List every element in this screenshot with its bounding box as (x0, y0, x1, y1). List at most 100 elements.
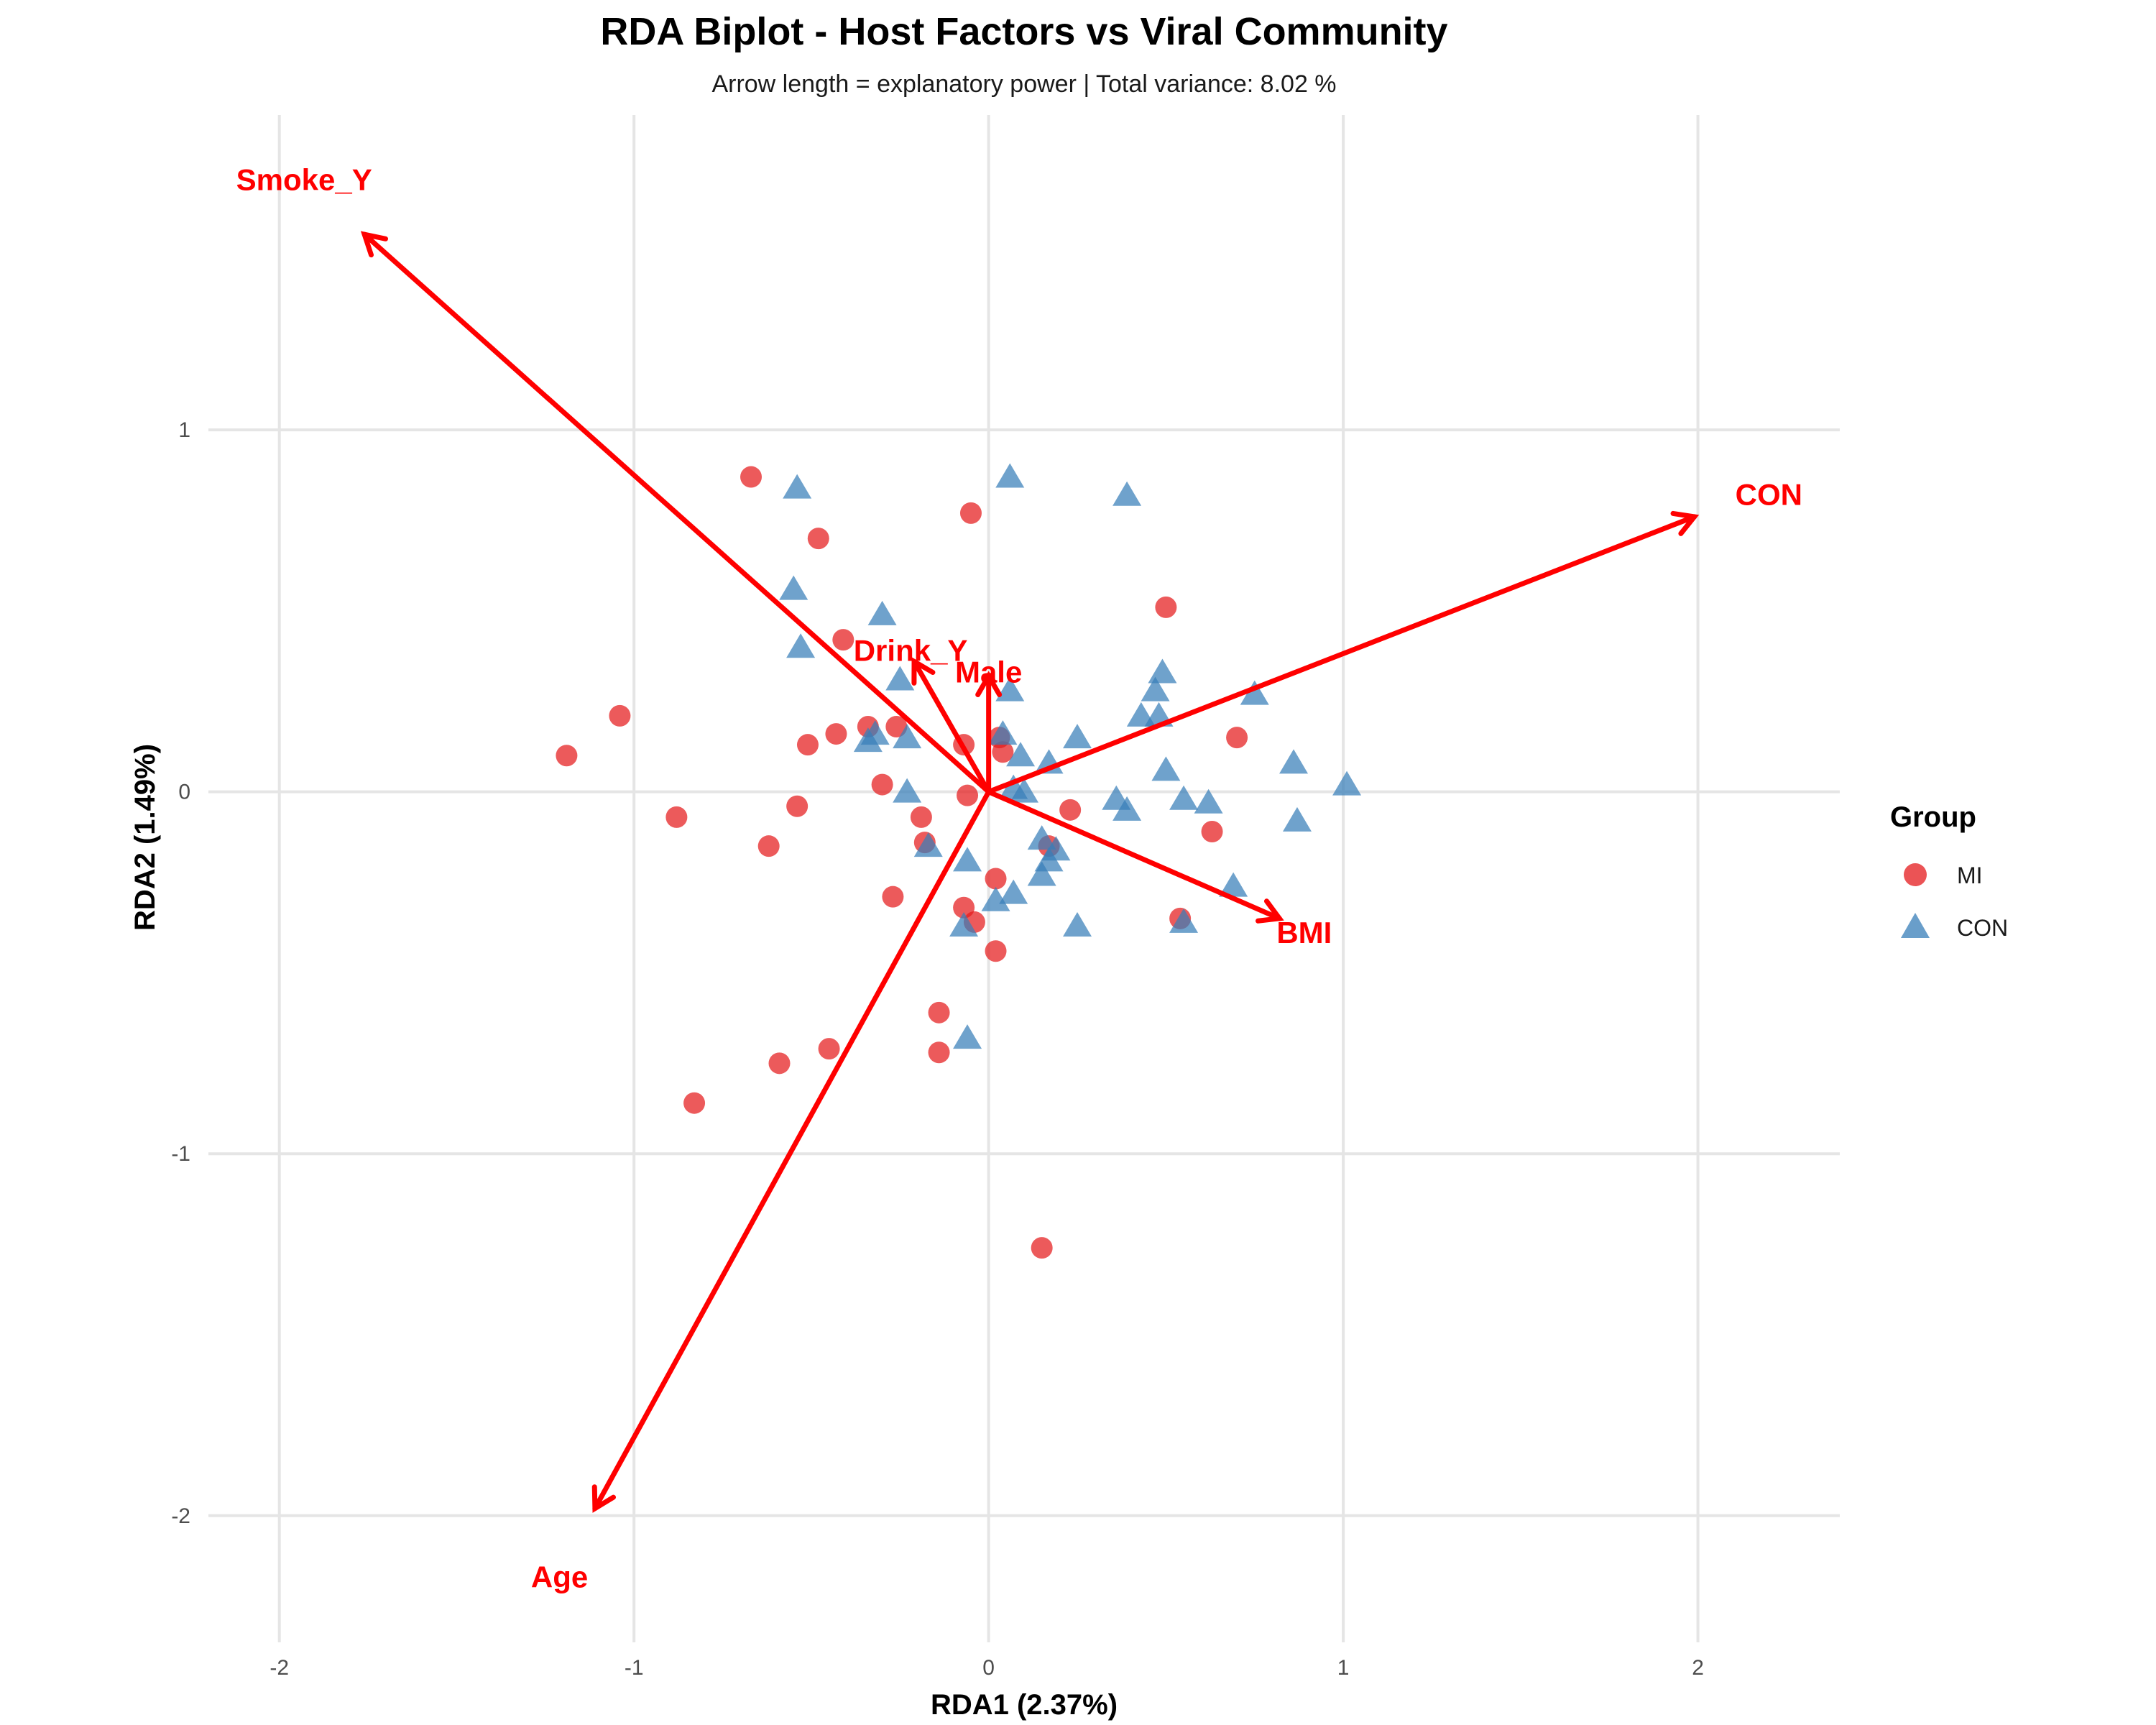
point-mi (825, 723, 847, 745)
y-tick-label: -1 (171, 1142, 190, 1166)
arrowhead-male (975, 671, 1003, 697)
point-mi (796, 734, 819, 756)
point-con (988, 720, 1018, 745)
legend: Group MI CON (1890, 801, 2008, 941)
point-con (893, 724, 922, 749)
point-mi (609, 704, 631, 727)
point-con (786, 633, 816, 658)
point-mi (665, 806, 688, 828)
y-tick-label: 1 (178, 418, 190, 442)
point-con (779, 575, 808, 600)
point-con (1112, 481, 1142, 506)
point-mi (957, 784, 979, 806)
point-mi (1201, 821, 1223, 843)
legend-label-con: CON (1957, 915, 2008, 941)
y-axis-title: RDA2 (1.49%) (129, 744, 161, 931)
chart-title: RDA Biplot - Host Factors vs Viral Commu… (600, 10, 1447, 53)
point-con (949, 911, 979, 937)
point-con (783, 474, 812, 499)
point-con (1010, 778, 1038, 803)
point-mi (985, 940, 1007, 962)
point-con (867, 600, 897, 625)
arrow-bmi (986, 789, 1282, 921)
point-mi (985, 868, 1007, 890)
arrowhead-smoke-y (360, 231, 389, 258)
arrow-age (592, 789, 992, 1512)
point-con (1027, 825, 1056, 850)
point-mi (556, 745, 578, 767)
arrow-label-con: CON (1736, 478, 1802, 512)
tick-labels: -2 -1 0 1 2 -2 -1 0 1 (171, 418, 1704, 1680)
point-con (1112, 796, 1142, 821)
point-mi (959, 502, 982, 524)
arrow-label-smoke-y: Smoke_Y (236, 163, 372, 197)
point-mi (910, 806, 932, 828)
arrowhead-age (591, 1484, 617, 1513)
point-con (1141, 676, 1170, 702)
point-mi (871, 773, 893, 796)
point-mi (992, 741, 1014, 763)
legend-title: Group (1890, 801, 1976, 833)
point-con (893, 778, 922, 803)
x-tick-label: 1 (1337, 1656, 1350, 1680)
point-con (1332, 770, 1362, 796)
point-con (1279, 749, 1309, 774)
point-con (995, 676, 1025, 702)
grid-lines (208, 115, 1840, 1642)
arrow-label-bmi: BMI (1276, 916, 1332, 949)
legend-con-triangle-icon (1901, 913, 1930, 938)
arrow-label-drink-y: Drink_Y (854, 633, 968, 667)
point-con (981, 886, 1010, 911)
legend-mi-circle-icon (1904, 863, 1927, 886)
legend-label-mi: MI (1957, 862, 1983, 888)
arrow-label-male: Male (955, 655, 1022, 689)
point-mi (740, 466, 763, 488)
point-mi (768, 1052, 791, 1075)
point-mi (928, 1041, 950, 1064)
point-mi (1031, 1237, 1053, 1259)
point-mi (885, 716, 908, 738)
point-con (1063, 911, 1092, 937)
point-mi (928, 1001, 950, 1024)
point-con (1282, 806, 1312, 832)
point-con (1194, 788, 1223, 814)
point-mi (807, 528, 829, 550)
point-con (1006, 742, 1036, 767)
point-con (1151, 756, 1181, 781)
arrow-smoke-y (361, 231, 992, 795)
x-tick-label: 0 (982, 1656, 995, 1680)
data-points (556, 463, 1362, 1259)
point-mi (1155, 596, 1177, 618)
point-mi (818, 1038, 840, 1060)
point-con (995, 463, 1025, 488)
point-con (913, 832, 943, 857)
point-mi (1226, 727, 1248, 749)
x-axis-title: RDA1 (2.37%) (931, 1689, 1118, 1721)
point-con (999, 879, 1028, 904)
point-con (1169, 785, 1199, 810)
point-con (885, 666, 915, 691)
point-mi (882, 886, 904, 908)
chart-subtitle: Arrow length = explanatory power | Total… (711, 70, 1336, 98)
x-tick-label: -2 (270, 1656, 289, 1680)
point-mi (786, 795, 808, 817)
point-con (1219, 872, 1248, 897)
point-mi (1059, 799, 1082, 821)
y-tick-label: -2 (171, 1504, 190, 1528)
x-tick-label: 2 (1692, 1656, 1704, 1680)
point-con (1027, 861, 1056, 886)
arrowhead-bmi (1255, 898, 1284, 924)
point-con (1169, 908, 1199, 933)
point-con (953, 1024, 982, 1049)
arrow-drink-y (911, 658, 992, 795)
y-tick-label: 0 (178, 781, 190, 804)
arrowhead-con (1670, 510, 1700, 536)
point-con (853, 727, 883, 753)
arrow-label-age: Age (531, 1560, 588, 1593)
point-mi (832, 629, 854, 651)
point-mi (683, 1092, 706, 1114)
point-con (953, 847, 982, 872)
